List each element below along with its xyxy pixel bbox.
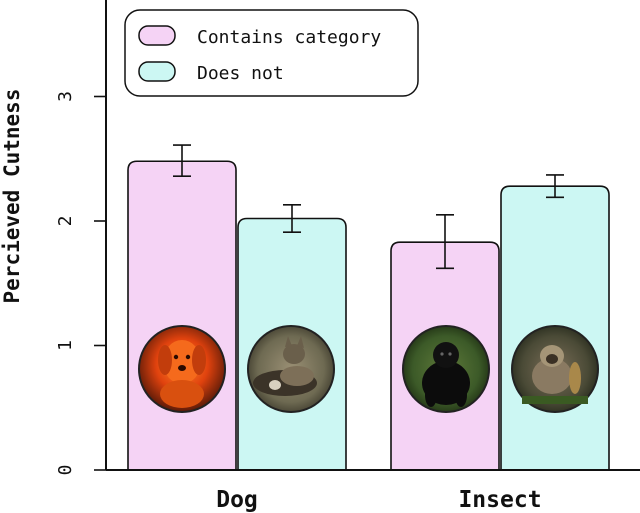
y-tick-label-0: 0 [55, 465, 76, 476]
error-bar-insect-series-0 [436, 213, 454, 270]
legend-label-does-not: Does not [197, 63, 284, 84]
error-bar-insect-series-1 [546, 174, 564, 199]
category-label-insect: Insect [458, 487, 541, 513]
legend-swatch-contains [138, 25, 176, 46]
y-axis-title: Percieved Cutness [0, 89, 24, 304]
error-bar-dog-series-0 [173, 144, 191, 177]
error-bar-dog-series-1 [283, 204, 301, 234]
y-tick-label-3: 3 [55, 91, 76, 102]
legend-swatch-does-not [138, 61, 176, 82]
legend-label-contains: Contains category [197, 27, 381, 48]
bar-dog-series-0 [127, 160, 237, 471]
orange-dog-photo [138, 325, 226, 413]
category-label-dog: Dog [216, 487, 258, 513]
black-monkey-photo [402, 325, 490, 413]
y-tick-label-1: 1 [55, 340, 76, 351]
grey-monkey-photo [511, 325, 599, 413]
legend: Contains category Does not [124, 9, 419, 97]
legend-box [124, 9, 419, 97]
cat-and-kitten-photo [247, 325, 335, 413]
y-tick-label-2: 2 [55, 216, 76, 227]
